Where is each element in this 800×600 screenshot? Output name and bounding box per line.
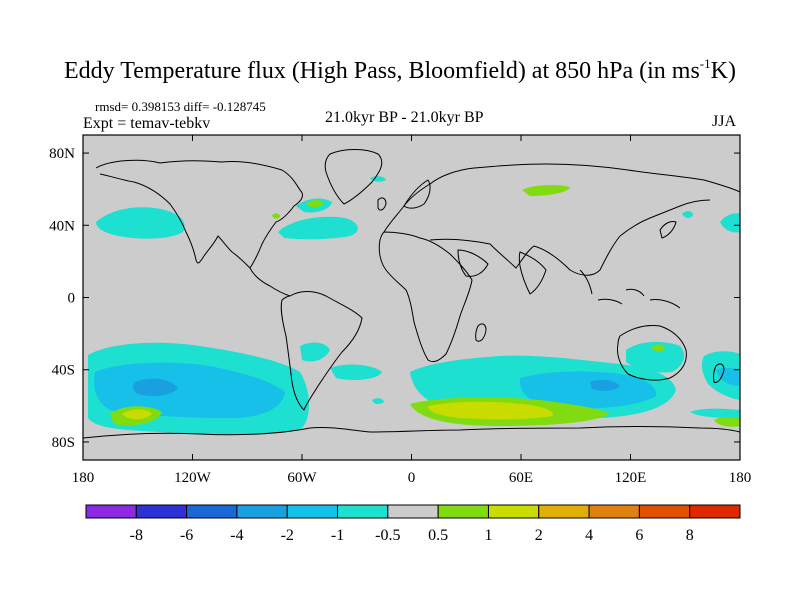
coast-south-america	[280, 291, 363, 411]
anomaly-hudson-green	[272, 213, 280, 219]
anomaly-drake-small	[372, 398, 384, 405]
lon-tick-label: 120E	[615, 470, 647, 486]
coast-greenland	[324, 149, 383, 205]
colorbar-label: -0.5	[375, 527, 400, 544]
title-superscript: -1	[699, 56, 711, 71]
colorbar-swatch	[236, 504, 288, 519]
colorbar-swatch	[638, 504, 691, 519]
coast-africa	[378, 231, 473, 363]
coast-europe-asia	[383, 163, 741, 233]
colorbar-label: 1	[484, 527, 492, 544]
anomaly-labrador-green	[306, 200, 324, 208]
colorbar-label: -1	[331, 527, 344, 544]
map-ticks	[82, 135, 741, 460]
colorbar-swatch	[286, 504, 339, 519]
colorbar-swatch	[689, 504, 741, 519]
title-main: Eddy Temperature flux (High Pass, Bloomf…	[64, 58, 700, 84]
colorbar-swatch	[487, 504, 540, 519]
lat-tick-label: 80S	[52, 435, 75, 451]
map-axis-labels: 180 120W 60W 0 60E 120E 180 80N 40N 0 40S 80S	[49, 146, 751, 486]
colorbar-swatch	[437, 504, 489, 519]
colorbar-label: 2	[535, 527, 543, 544]
lat-tick-label: 80N	[49, 146, 75, 162]
anomaly-ross-cyan	[690, 408, 740, 418]
coast-scandinavia	[403, 179, 431, 209]
season-label: JJA	[712, 113, 737, 130]
anomaly-south-indian-blue	[590, 379, 620, 391]
anomaly-south-atlantic-west	[330, 364, 382, 380]
coast-asia-south	[429, 199, 711, 276]
coast-australia	[617, 325, 687, 381]
colorbar-label: -8	[130, 527, 143, 544]
anomaly-south-pacific-lightblue	[94, 362, 285, 418]
anomaly-north-atlantic	[278, 216, 358, 240]
anomaly-south-indian-yellow	[428, 401, 554, 420]
colorbar-label: 6	[635, 527, 643, 544]
anomaly-nw-pacific	[682, 211, 693, 218]
colorbar-swatch	[186, 504, 238, 519]
anomaly-australia	[626, 341, 685, 373]
coast-new-zealand	[713, 363, 725, 383]
lon-tick-label: 180	[72, 470, 95, 486]
anomaly-north-pacific-east	[720, 213, 740, 233]
title-tail: K)	[710, 58, 736, 84]
colorbar-label: 4	[585, 527, 593, 544]
coast-arabia	[457, 249, 489, 277]
colorbar-swatch	[538, 504, 590, 519]
colorbar-label: -4	[230, 527, 243, 544]
colorbar-swatch	[337, 504, 389, 519]
lat-tick-label: 40S	[52, 363, 75, 379]
coast-india	[518, 251, 547, 295]
coast-central-america	[249, 267, 291, 297]
colorbar-swatch	[588, 504, 640, 519]
colorbar-swatch	[85, 504, 137, 519]
colorbar-label: 8	[686, 527, 694, 544]
lon-tick-label: 180	[729, 470, 752, 486]
colorbar-label: -6	[180, 527, 193, 544]
colorbar-swatch	[387, 504, 439, 519]
anomaly-south-pacific-blue	[133, 378, 178, 396]
anomaly-north-pacific	[96, 207, 185, 239]
coastlines	[82, 149, 741, 439]
anomaly-south-america	[300, 342, 330, 362]
anomaly-siberia-green	[522, 185, 570, 196]
anomaly-south-pacific-yellow	[122, 409, 152, 420]
anomaly-australia-green	[651, 344, 665, 352]
coast-madagascar	[475, 323, 487, 342]
anomaly-greenland	[370, 176, 386, 182]
stats-text: rmsd= 0.398153 diff= -0.128745	[95, 99, 266, 114]
anomaly-southwest-pacific-lightblue	[716, 367, 740, 386]
coast-british-isles	[377, 197, 387, 211]
coast-north-america	[95, 159, 303, 269]
period-label: 21.0kyr BP - 21.0kyr BP	[325, 109, 484, 126]
colorbar-swatch	[135, 504, 188, 519]
colorbar: -8 -6 -4 -2 -1 -0.5 0.5 1 2 4 6 8	[85, 504, 741, 544]
lat-tick-label: 40N	[49, 218, 75, 234]
coast-japan	[659, 221, 677, 239]
coast-antarctica	[82, 426, 741, 439]
colorbar-label: 0.5	[428, 527, 448, 544]
anomaly-ross-green	[714, 416, 740, 427]
lon-tick-label: 60W	[287, 470, 317, 486]
lon-tick-label: 120W	[174, 470, 212, 486]
lat-tick-label: 0	[68, 291, 76, 307]
lon-tick-label: 60E	[509, 470, 533, 486]
coast-southeast-asia	[579, 269, 681, 309]
lon-tick-label: 0	[408, 470, 416, 486]
experiment-label: Expt = temav-tebkv	[83, 115, 211, 132]
anomaly-fields	[88, 176, 740, 434]
anomaly-south-indian-lightblue	[519, 371, 657, 409]
plot-title: Eddy Temperature flux (High Pass, Bloomf…	[0, 56, 800, 85]
colorbar-label: -2	[281, 527, 294, 544]
